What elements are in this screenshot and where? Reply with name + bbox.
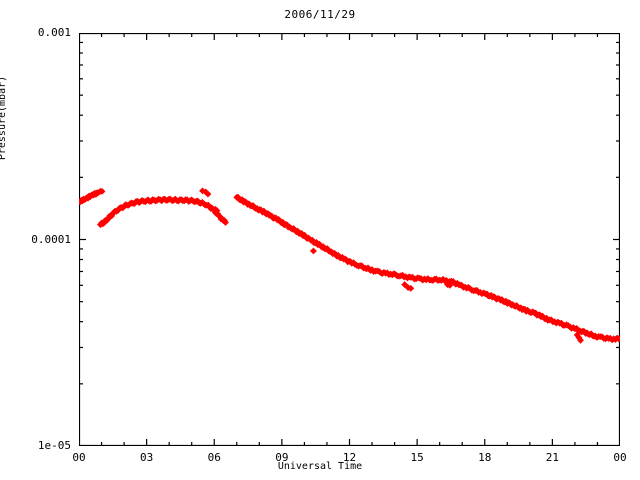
x-tick-label: 12: [342, 451, 357, 464]
axis-frame: [79, 33, 620, 446]
x-tick-label: 00: [613, 451, 627, 464]
plot-svg: [79, 33, 620, 446]
x-tick-label: 18: [478, 451, 492, 464]
x-tick-label: 06: [207, 451, 221, 464]
x-tick-label: 21: [545, 451, 559, 464]
y-tick-label: 1e-05: [37, 439, 71, 452]
chart-title: 2006/11/29: [284, 8, 356, 21]
x-axis-title: Universal Time: [277, 461, 363, 472]
y-axis-title: Pressure(mbar): [0, 75, 8, 161]
x-tick-label: 00: [72, 451, 86, 464]
plot-area: [79, 33, 620, 446]
tick-marks: [79, 33, 620, 446]
x-tick-label: 03: [140, 451, 154, 464]
x-tick-label: 15: [410, 451, 424, 464]
data-points-layer: [79, 187, 620, 344]
x-tick-label: 09: [275, 451, 289, 464]
y-tick-label: 0.0001: [31, 232, 71, 246]
y-tick-label: 0.001: [37, 26, 71, 39]
